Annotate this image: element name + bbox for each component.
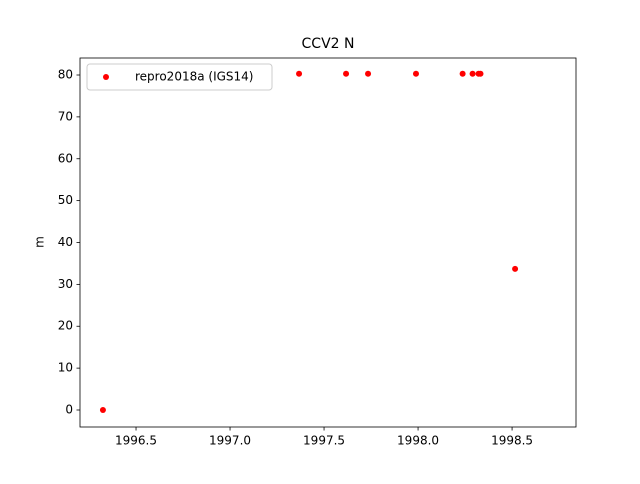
point (512, 265, 519, 272)
point (477, 70, 484, 77)
point (343, 70, 350, 77)
x-tick-label: 1998.5 (491, 434, 533, 448)
y-tick-label: 40 (58, 235, 73, 249)
y-tick-label: 30 (58, 277, 73, 291)
x-tick-label: 1997.0 (209, 434, 251, 448)
x-tick-label: 1998.0 (397, 434, 439, 448)
plot-frame (79, 57, 577, 428)
y-tick-label: 10 (58, 361, 73, 375)
legend-marker (103, 74, 109, 80)
y-axis-label: m (33, 236, 47, 248)
point (99, 406, 106, 413)
legend-box (86, 63, 273, 91)
y-tick-label: 50 (58, 193, 73, 207)
point (365, 70, 372, 77)
legend-label: repro2018a (IGS14) (135, 70, 253, 84)
y-tick-label: 20 (58, 319, 73, 333)
point (469, 70, 476, 77)
point (296, 70, 303, 77)
point (412, 70, 419, 77)
chart-title: CCV2 N (302, 36, 355, 52)
x-tick-label: 1997.5 (303, 434, 345, 448)
y-tick-label: 0 (65, 402, 73, 416)
y-tick-label: 80 (58, 68, 73, 82)
x-tick-label: 1996.5 (115, 434, 157, 448)
y-tick-label: 60 (58, 151, 73, 165)
y-tick-label: 70 (58, 109, 73, 123)
point (459, 70, 466, 77)
